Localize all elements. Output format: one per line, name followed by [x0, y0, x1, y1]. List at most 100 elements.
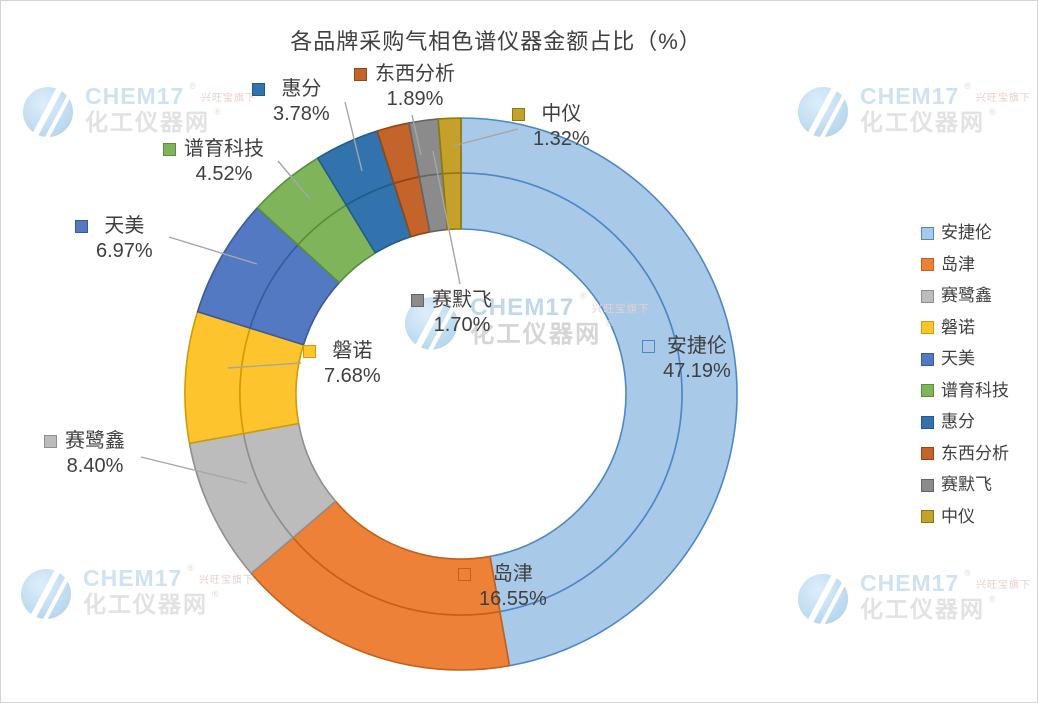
- data-label-磐诺: 磐诺 7.68%: [303, 339, 381, 389]
- legend-label: 惠分: [941, 412, 975, 431]
- label-percent-value: 47.19%: [663, 360, 731, 382]
- watermark-brand: CHEM17: [860, 83, 960, 109]
- chem17-globe-icon: [798, 87, 848, 137]
- label-marker-icon: [163, 143, 176, 156]
- label-marker-icon: [642, 340, 655, 353]
- slice-中仪-outer-ring: [437, 117, 462, 175]
- watermark-brand: CHEM17: [83, 565, 183, 591]
- legend-item-天美: 天美: [921, 348, 1009, 370]
- registered-mark-icon: ®: [964, 81, 971, 91]
- watermark-text: CHEM17 ® 兴旺宝旗下 化工仪器网 ®: [83, 563, 254, 617]
- label-percent-value: 16.55%: [479, 588, 547, 610]
- label-category-name: 东西分析: [375, 63, 455, 85]
- label-text-block: 惠分 3.78%: [273, 77, 330, 127]
- label-percent-value: 8.40%: [66, 455, 124, 477]
- label-marker-icon: [458, 568, 471, 581]
- legend-label: 岛津: [941, 254, 975, 274]
- watermark-subtext: 兴旺宝旗下: [591, 303, 650, 315]
- watermark-text: CHEM17 ® 兴旺宝旗下 化工仪器网 ®: [85, 82, 256, 135]
- registered-mark-icon: ®: [579, 290, 587, 302]
- leader-line-东西分析: [411, 114, 422, 156]
- data-label-谱育科技: 谱育科技 4.52%: [163, 137, 264, 187]
- watermark-subtext: 兴旺宝旗下: [198, 575, 254, 586]
- registered-mark-icon: ®: [989, 107, 996, 117]
- legend-item-东西分析: 东西分析: [921, 443, 1009, 465]
- watermark-sitename: 化工仪器网: [860, 596, 985, 622]
- watermark-subtext: 兴旺宝旗下: [200, 93, 256, 104]
- legend-marker-icon: [921, 258, 934, 271]
- legend-marker-icon: [921, 415, 934, 429]
- watermark: CHEM17 ® 兴旺宝旗下化工仪器网 ®: [798, 81, 1031, 137]
- watermark-subtext: 兴旺宝旗下: [975, 580, 1031, 591]
- label-text-block: 赛默飞 1.70%: [432, 288, 492, 338]
- registered-mark-icon: ®: [187, 563, 194, 573]
- legend-label: 磐诺: [941, 317, 975, 337]
- leader-line-惠分: [344, 101, 363, 172]
- legend-label: 赛鹭鑫: [941, 286, 992, 305]
- chem17-globe-icon: [23, 87, 73, 137]
- legend-marker-icon: [921, 226, 934, 240]
- legend-item-惠分: 惠分: [921, 411, 1009, 433]
- watermark: CHEM17 ® 兴旺宝旗下 化工仪器网 ®: [21, 563, 254, 619]
- legend-marker-icon: [921, 384, 934, 397]
- legend-item-中仪: 中仪: [921, 506, 1009, 528]
- legend-marker-icon: [921, 321, 934, 334]
- legend-marker-icon: [921, 352, 934, 366]
- data-label-惠分: 惠分 3.78%: [252, 77, 330, 127]
- watermark-sitename: 化工仪器网: [85, 109, 210, 135]
- data-label-东西分析: 东西分析 1.89%: [354, 62, 455, 112]
- slice-磐诺-inner-ring: [239, 327, 305, 435]
- chart-title: 各品牌采购气相色谱仪器金额占比（%）: [290, 29, 702, 54]
- legend-item-岛津: 岛津: [921, 254, 1009, 276]
- legend-marker-icon: [921, 510, 934, 523]
- registered-mark-icon: ®: [989, 594, 996, 604]
- label-text-block: 赛鹭鑫 8.40%: [65, 429, 125, 479]
- watermark: CHEM17 ® 兴旺宝旗下 化工仪器网 ®: [405, 290, 650, 350]
- watermark-brand: CHEM17: [470, 292, 575, 321]
- watermark-text: CHEM17 ® 兴旺宝旗下化工仪器网 ®: [860, 81, 1031, 135]
- legend-label: 东西分析: [941, 443, 1009, 463]
- watermark-brand: CHEM17: [860, 570, 960, 596]
- slice-安捷伦-inner-ring: [460, 172, 683, 613]
- legend-marker-icon: [921, 478, 934, 492]
- watermark-text: CHEM17 ® 兴旺宝旗下 化工仪器网 ®: [860, 569, 1031, 622]
- leader-line-谱育科技: [277, 160, 311, 200]
- legend-label: 赛默飞: [941, 475, 992, 494]
- legend-item-赛鹭鑫: 赛鹭鑫: [921, 285, 1009, 307]
- label-percent-value: 1.70%: [433, 314, 491, 336]
- data-label-赛鹭鑫: 赛鹭鑫 8.40%: [44, 429, 125, 479]
- label-marker-icon: [75, 220, 88, 233]
- label-text-block: 安捷伦 47.19%: [663, 334, 731, 384]
- label-text-block: 谱育科技 4.52%: [184, 137, 264, 187]
- registered-mark-icon: ®: [214, 107, 221, 117]
- data-label-岛津: 岛津 16.55%: [458, 562, 547, 612]
- label-category-name: 赛鹭鑫: [65, 430, 125, 452]
- legend-label: 天美: [941, 349, 975, 368]
- legend-marker-icon: [921, 289, 934, 303]
- watermark-subtext: 兴旺宝旗下: [975, 93, 1031, 104]
- leader-line-天美: [168, 236, 258, 265]
- watermark-text: CHEM17 ® 兴旺宝旗下 化工仪器网 ®: [470, 290, 650, 348]
- watermark-sitename: 化工仪器网: [83, 591, 208, 617]
- label-marker-icon: [354, 68, 367, 81]
- watermark-sitename: 化工仪器网: [860, 109, 985, 135]
- label-category-name: 谱育科技: [184, 138, 264, 160]
- label-marker-icon: [411, 294, 424, 307]
- legend-item-安捷伦: 安捷伦: [921, 222, 1009, 244]
- label-category-name: 中仪: [541, 103, 582, 125]
- label-category-name: 惠分: [281, 78, 322, 100]
- label-percent-value: 1.89%: [386, 88, 444, 110]
- label-category-name: 天美: [104, 215, 145, 237]
- registered-mark-icon: ®: [605, 318, 613, 329]
- watermark-sitename: 化工仪器网: [470, 320, 602, 348]
- legend-item-谱育科技: 谱育科技: [921, 380, 1009, 402]
- data-label-天美: 天美 6.97%: [75, 214, 153, 264]
- label-text-block: 中仪 1.32%: [533, 102, 590, 152]
- legend-marker-icon: [921, 447, 934, 460]
- legend: 安捷伦岛津赛鹭鑫磐诺天美谱育科技惠分东西分析赛默飞中仪: [921, 222, 1009, 528]
- data-label-赛默飞: 赛默飞 1.70%: [411, 288, 492, 338]
- watermark-brand: CHEM17: [85, 83, 185, 109]
- watermark: CHEM17 ® 兴旺宝旗下 化工仪器网 ®: [798, 569, 1031, 624]
